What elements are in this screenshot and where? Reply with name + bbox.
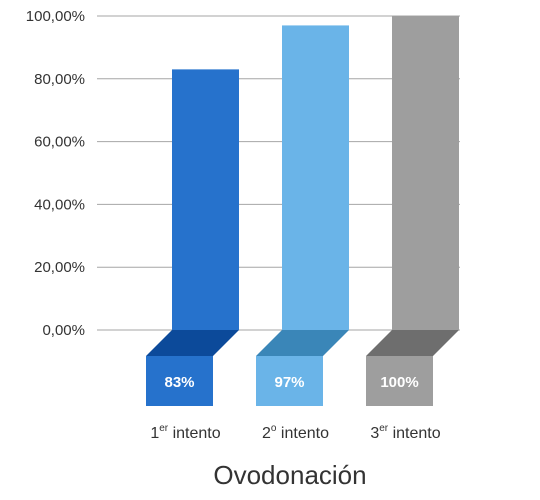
bar-fold [146,330,239,356]
x-axis-category-labels: 1er intento 2o intento 3er intento [150,423,440,442]
bar-fold [366,330,459,356]
bar-label-panel [366,356,433,406]
bar-group: 100% [366,16,459,406]
x-axis-title: Ovodonación [213,460,366,490]
y-tick-label: 60,00% [34,134,85,151]
bar-fold [256,330,349,356]
data-label: 83% [164,374,194,391]
bar [282,25,349,330]
y-tick-label: 20,00% [34,259,85,276]
bar [172,69,239,330]
y-tick-label: 0,00% [42,322,85,339]
x-tick-label: 3er intento [370,423,440,442]
y-axis-tick-labels: 0,00% 20,00% 40,00% 60,00% 80,00% 100,00% [26,8,85,339]
bar-label-panel [256,356,323,406]
y-tick-label: 40,00% [34,196,85,213]
y-tick-label: 80,00% [34,71,85,88]
data-label: 97% [274,374,304,391]
bar-label-panel [146,356,213,406]
data-label: 100% [380,374,418,391]
bar [392,16,459,330]
x-tick-label: 2o intento [262,423,329,442]
bar-group: 97% [256,25,349,406]
x-tick-label: 1er intento [150,423,220,442]
bars: 83% 97% 100% [146,16,459,406]
bar-group: 83% [146,69,239,406]
y-tick-label: 100,00% [26,8,85,25]
